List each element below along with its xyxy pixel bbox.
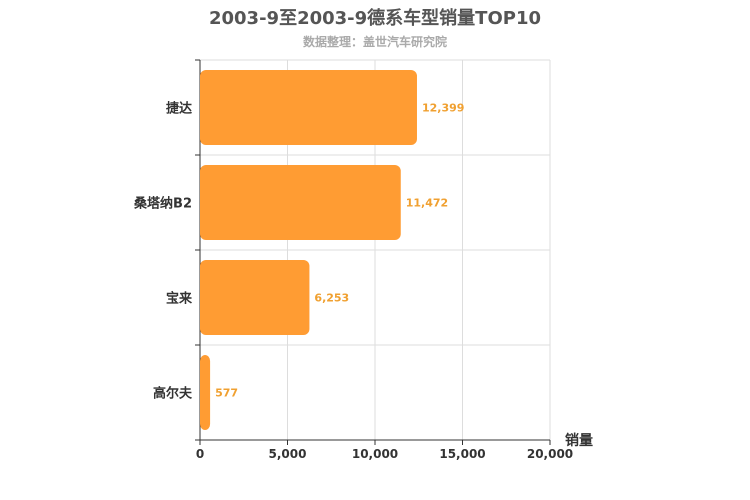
- x-tick-label: 10,000: [352, 447, 398, 461]
- category-label: 捷达: [166, 101, 192, 117]
- bar: [200, 165, 401, 240]
- category-label: 桑塔纳B2: [133, 196, 192, 212]
- x-tick-label: 0: [196, 447, 204, 461]
- bars: [200, 70, 417, 430]
- category-label: 宝来: [166, 291, 193, 307]
- data-label: 577: [215, 387, 238, 400]
- bar: [200, 70, 417, 145]
- bar: [200, 355, 211, 430]
- labels: 0 5,000 10,000 15,000 20,000 捷达 12,399 桑塔纳B2 11,…: [133, 101, 573, 462]
- x-tick-label: 20,000: [527, 447, 573, 461]
- data-label: 11,472: [406, 197, 448, 210]
- chart-subtitle: 数据整理：盖世汽车研究院: [302, 35, 447, 49]
- data-label: 12,399: [422, 102, 464, 115]
- x-tick-label: 15,000: [439, 447, 485, 461]
- x-tick-label: 5,000: [269, 447, 307, 461]
- chart-title: 2003-9至2003-9德系车型销量TOP10: [208, 8, 541, 29]
- bar: [200, 260, 310, 335]
- data-label: 6,253: [314, 292, 349, 305]
- x-axis-label: 销量: [565, 432, 593, 449]
- category-label: 高尔夫: [153, 386, 193, 402]
